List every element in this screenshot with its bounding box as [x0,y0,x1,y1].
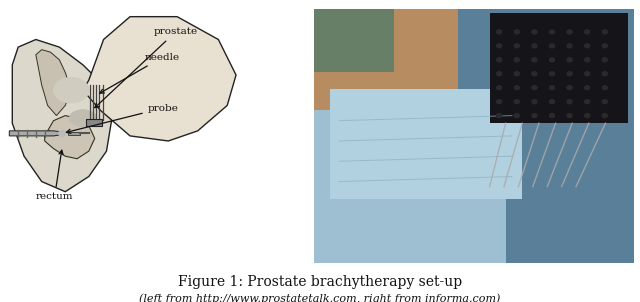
Circle shape [497,58,502,62]
Bar [86,119,102,126]
Text: rectum: rectum [36,150,74,201]
Circle shape [567,72,572,76]
Text: probe: probe [67,104,179,133]
Circle shape [532,44,537,48]
Circle shape [497,44,502,48]
Circle shape [585,100,590,104]
Circle shape [515,30,519,34]
Circle shape [585,30,590,34]
Circle shape [497,30,502,34]
Circle shape [567,44,572,48]
Circle shape [515,72,519,76]
Circle shape [532,30,537,34]
Circle shape [567,86,572,90]
Circle shape [550,100,554,104]
Circle shape [602,58,607,62]
Circle shape [550,58,554,62]
Circle shape [550,30,554,34]
Circle shape [497,100,502,104]
Circle shape [532,86,537,90]
Circle shape [585,72,590,76]
Polygon shape [10,131,65,136]
Circle shape [497,72,502,76]
Circle shape [515,58,519,62]
Polygon shape [83,17,236,141]
Circle shape [602,44,607,48]
Circle shape [585,44,590,48]
Circle shape [567,114,572,118]
Circle shape [515,44,519,48]
Circle shape [585,58,590,62]
Circle shape [532,58,537,62]
Circle shape [497,86,502,90]
Circle shape [550,72,554,76]
Polygon shape [45,116,95,159]
Ellipse shape [70,110,96,126]
Polygon shape [12,40,113,192]
Circle shape [585,86,590,90]
Circle shape [602,114,607,118]
Circle shape [515,114,519,118]
Text: needle: needle [100,53,180,93]
Polygon shape [36,50,71,116]
Circle shape [602,30,607,34]
Circle shape [567,58,572,62]
Text: prostate: prostate [95,27,198,108]
Ellipse shape [54,78,89,103]
Circle shape [532,100,537,104]
Circle shape [515,100,519,104]
Circle shape [567,100,572,104]
Bar [68,132,80,135]
Circle shape [515,86,519,90]
Text: Figure 1: Prostate brachytherapy set-up: Figure 1: Prostate brachytherapy set-up [178,275,462,289]
Circle shape [602,72,607,76]
Circle shape [532,114,537,118]
Circle shape [497,114,502,118]
Ellipse shape [59,130,66,137]
Circle shape [567,30,572,34]
Circle shape [602,86,607,90]
Circle shape [585,114,590,118]
Circle shape [550,44,554,48]
Circle shape [532,72,537,76]
Circle shape [602,100,607,104]
Circle shape [550,114,554,118]
Circle shape [550,86,554,90]
Text: (left from http://www.prostatetalk.com, right from informa.com): (left from http://www.prostatetalk.com, … [140,293,500,302]
